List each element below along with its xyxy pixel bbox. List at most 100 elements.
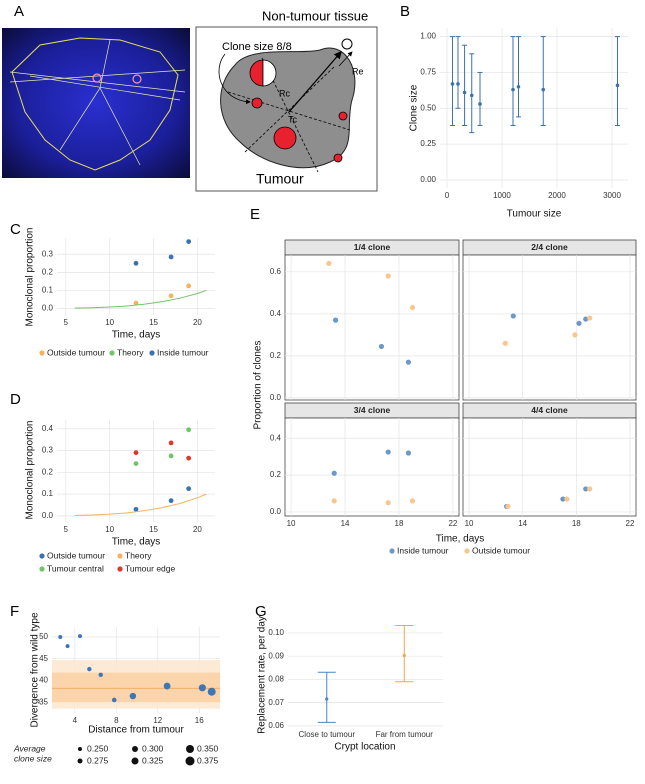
- x-axis-title: Crypt location: [334, 742, 395, 753]
- x-tick-label: 4: [73, 716, 78, 725]
- point: [587, 315, 593, 321]
- size-legend-label: 0.375: [197, 755, 219, 765]
- x-tick-label: 10: [287, 519, 296, 528]
- bubble: [98, 672, 103, 677]
- bubble: [58, 634, 63, 639]
- x-tick-label: 5: [64, 318, 69, 327]
- point: [409, 498, 416, 504]
- y-tick-label: 0.0: [42, 511, 54, 520]
- y-tick-label: 0.75: [420, 68, 436, 77]
- point: [331, 470, 337, 476]
- panel-background: [284, 254, 460, 401]
- x-tick-label: 18: [395, 519, 404, 528]
- legend-swatch: [39, 566, 45, 572]
- legend-label: Inside tumour: [397, 545, 449, 555]
- legend-label: Theory: [117, 347, 144, 357]
- bubble: [87, 666, 92, 672]
- x-tick-label: Close to tumour: [299, 730, 356, 739]
- panel-letter: B: [400, 3, 410, 20]
- size-legend-title: clone size: [14, 753, 52, 763]
- x-tick-label: 15: [149, 525, 158, 534]
- y-tick-label: 0.08: [268, 675, 284, 684]
- x-tick-label: 10: [105, 318, 114, 327]
- size-legend-label: 0.275: [87, 755, 109, 765]
- point: [133, 300, 139, 306]
- x-tick-label: 10: [465, 519, 474, 528]
- y-tick-label: 0.0: [42, 304, 54, 313]
- point: [332, 317, 339, 323]
- y-tick-label: 0.2: [270, 351, 282, 360]
- bubble: [198, 684, 206, 692]
- point: [456, 82, 460, 86]
- y-axis-title: Monoclonal proportion: [25, 228, 36, 327]
- point: [405, 359, 412, 365]
- x-tick-label: 20: [193, 318, 202, 327]
- panel-background: [462, 254, 637, 401]
- point: [133, 450, 139, 456]
- tumour-label: Tumour: [256, 171, 304, 187]
- panel-letter: A: [14, 3, 24, 20]
- legend-swatch: [149, 350, 155, 356]
- panel-background: [288, 622, 443, 728]
- y-tick-label: 0.2: [42, 467, 54, 476]
- x-tick-label: 22: [448, 519, 457, 528]
- band: [52, 672, 220, 703]
- panel-letter: C: [10, 221, 21, 238]
- panel-background: [57, 420, 215, 522]
- point: [587, 486, 593, 492]
- y-tick-label: 0.1: [42, 489, 54, 498]
- point: [516, 84, 521, 89]
- point: [325, 697, 329, 701]
- point: [326, 260, 332, 267]
- y-tick-label: 0.4: [270, 309, 282, 318]
- point: [505, 503, 511, 510]
- x-tick-label: 12: [153, 716, 162, 725]
- x-tick-label: 1000: [493, 191, 511, 200]
- point: [402, 653, 406, 658]
- x-tick-label: 16: [195, 716, 204, 725]
- point: [168, 293, 174, 299]
- legend-label: Outside tumour: [47, 347, 105, 357]
- point: [502, 340, 508, 346]
- x-axis-title: Distance from tumour: [88, 725, 184, 736]
- y-tick-label: 0.0: [270, 393, 282, 402]
- y-tick-label: 0.6: [270, 267, 282, 276]
- point: [615, 83, 620, 88]
- y-tick-label: 0.25: [420, 139, 436, 148]
- legend-swatch: [39, 350, 45, 356]
- point: [564, 496, 570, 502]
- legend-label: Outside tumour: [47, 550, 105, 560]
- facet-title: 2/4 clone: [531, 242, 568, 252]
- legend-label: Theory: [125, 550, 152, 560]
- y-axis-title: Proportion of clones: [253, 341, 264, 430]
- rc-label: Rc: [279, 88, 290, 98]
- y-tick-label: 0.06: [268, 721, 284, 730]
- y-axis-title: Replacement rate, per day: [257, 616, 268, 734]
- point: [186, 486, 192, 492]
- legend-swatch: [117, 553, 123, 559]
- size-legend-label: 0.250: [87, 743, 109, 753]
- x-axis-title: Time, days: [112, 537, 161, 548]
- x-axis-title: Tumour size: [507, 209, 562, 220]
- y-tick-label: 0.2: [42, 267, 54, 276]
- panel-letter: D: [10, 391, 21, 408]
- y-tick-label: 0.3: [42, 249, 54, 258]
- legend-label: Inside tumour: [157, 347, 209, 357]
- y-tick-label: 0.0: [270, 507, 282, 516]
- x-tick-label: Far from tumour: [376, 730, 434, 739]
- point: [583, 486, 589, 492]
- point: [409, 304, 416, 311]
- y-tick-label: 45: [39, 654, 48, 663]
- point: [405, 450, 412, 456]
- bubble: [129, 692, 137, 700]
- x-axis-title: Time, days: [436, 534, 485, 545]
- legend-label: Outside tumour: [472, 545, 530, 555]
- x-tick-label: 20: [193, 525, 202, 534]
- size-legend-swatch: [77, 758, 83, 764]
- x-tick-label: 2000: [548, 191, 566, 200]
- panel-background: [284, 417, 460, 517]
- y-tick-label: 0.07: [268, 698, 284, 707]
- y-tick-label: 0.1: [42, 286, 54, 295]
- point: [133, 506, 139, 512]
